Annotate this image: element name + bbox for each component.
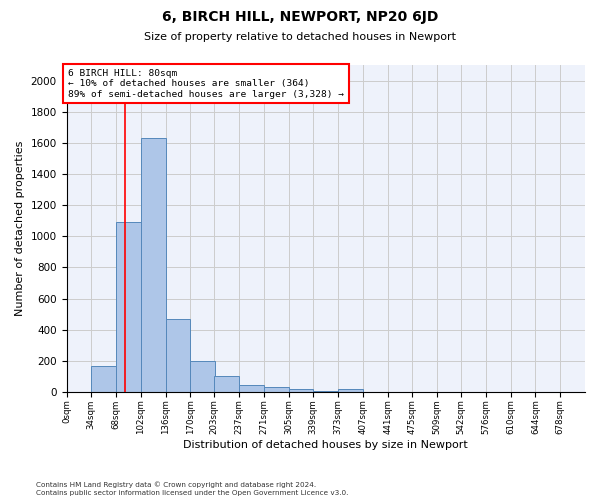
Text: Size of property relative to detached houses in Newport: Size of property relative to detached ho…	[144, 32, 456, 42]
Bar	[141, 138, 166, 392]
Bar	[289, 389, 313, 392]
Bar	[190, 361, 215, 392]
Bar	[91, 366, 116, 392]
Bar	[166, 319, 190, 392]
Text: 6 BIRCH HILL: 80sqm
← 10% of detached houses are smaller (364)
89% of semi-detac: 6 BIRCH HILL: 80sqm ← 10% of detached ho…	[68, 69, 344, 98]
Bar	[338, 389, 363, 392]
Text: Contains HM Land Registry data © Crown copyright and database right 2024.: Contains HM Land Registry data © Crown c…	[36, 481, 316, 488]
Bar	[239, 385, 264, 392]
Text: 6, BIRCH HILL, NEWPORT, NP20 6JD: 6, BIRCH HILL, NEWPORT, NP20 6JD	[162, 10, 438, 24]
Bar	[264, 388, 289, 392]
Bar	[313, 391, 338, 392]
Bar	[214, 376, 239, 392]
X-axis label: Distribution of detached houses by size in Newport: Distribution of detached houses by size …	[184, 440, 468, 450]
Text: Contains public sector information licensed under the Open Government Licence v3: Contains public sector information licen…	[36, 490, 349, 496]
Bar	[116, 222, 141, 392]
Y-axis label: Number of detached properties: Number of detached properties	[15, 141, 25, 316]
